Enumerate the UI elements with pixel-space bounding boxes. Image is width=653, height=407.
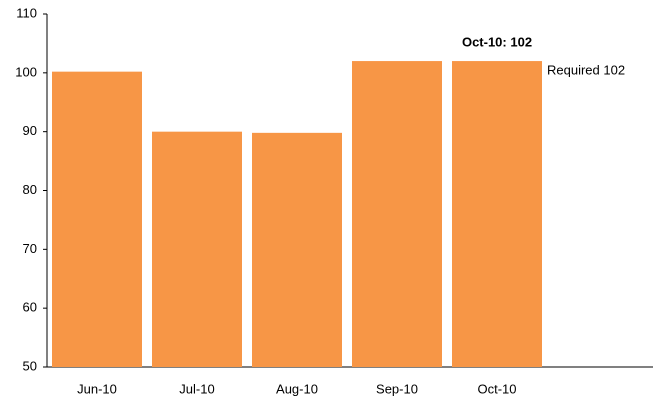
y-tick-label: 60 bbox=[23, 300, 37, 315]
x-tick-label: Sep-10 bbox=[376, 381, 418, 396]
bar bbox=[152, 131, 242, 367]
x-tick-label: Jun-10 bbox=[77, 381, 117, 396]
y-tick-label: 50 bbox=[23, 358, 37, 373]
annotation: Oct-10: 102 bbox=[462, 35, 532, 50]
y-tick-label: 100 bbox=[15, 64, 37, 79]
y-tick-label: 70 bbox=[23, 241, 37, 256]
bar bbox=[452, 61, 542, 368]
x-tick-label: Aug-10 bbox=[276, 381, 318, 396]
y-tick-label: 80 bbox=[23, 182, 37, 197]
bar bbox=[252, 132, 342, 367]
annotation: Required 102 bbox=[547, 63, 625, 78]
bar bbox=[52, 71, 142, 367]
bar bbox=[352, 61, 442, 368]
x-tick-label: Oct-10 bbox=[477, 381, 516, 396]
y-tick-label: 90 bbox=[23, 123, 37, 138]
x-tick-label: Jul-10 bbox=[179, 381, 214, 396]
y-tick-label: 110 bbox=[16, 5, 37, 20]
